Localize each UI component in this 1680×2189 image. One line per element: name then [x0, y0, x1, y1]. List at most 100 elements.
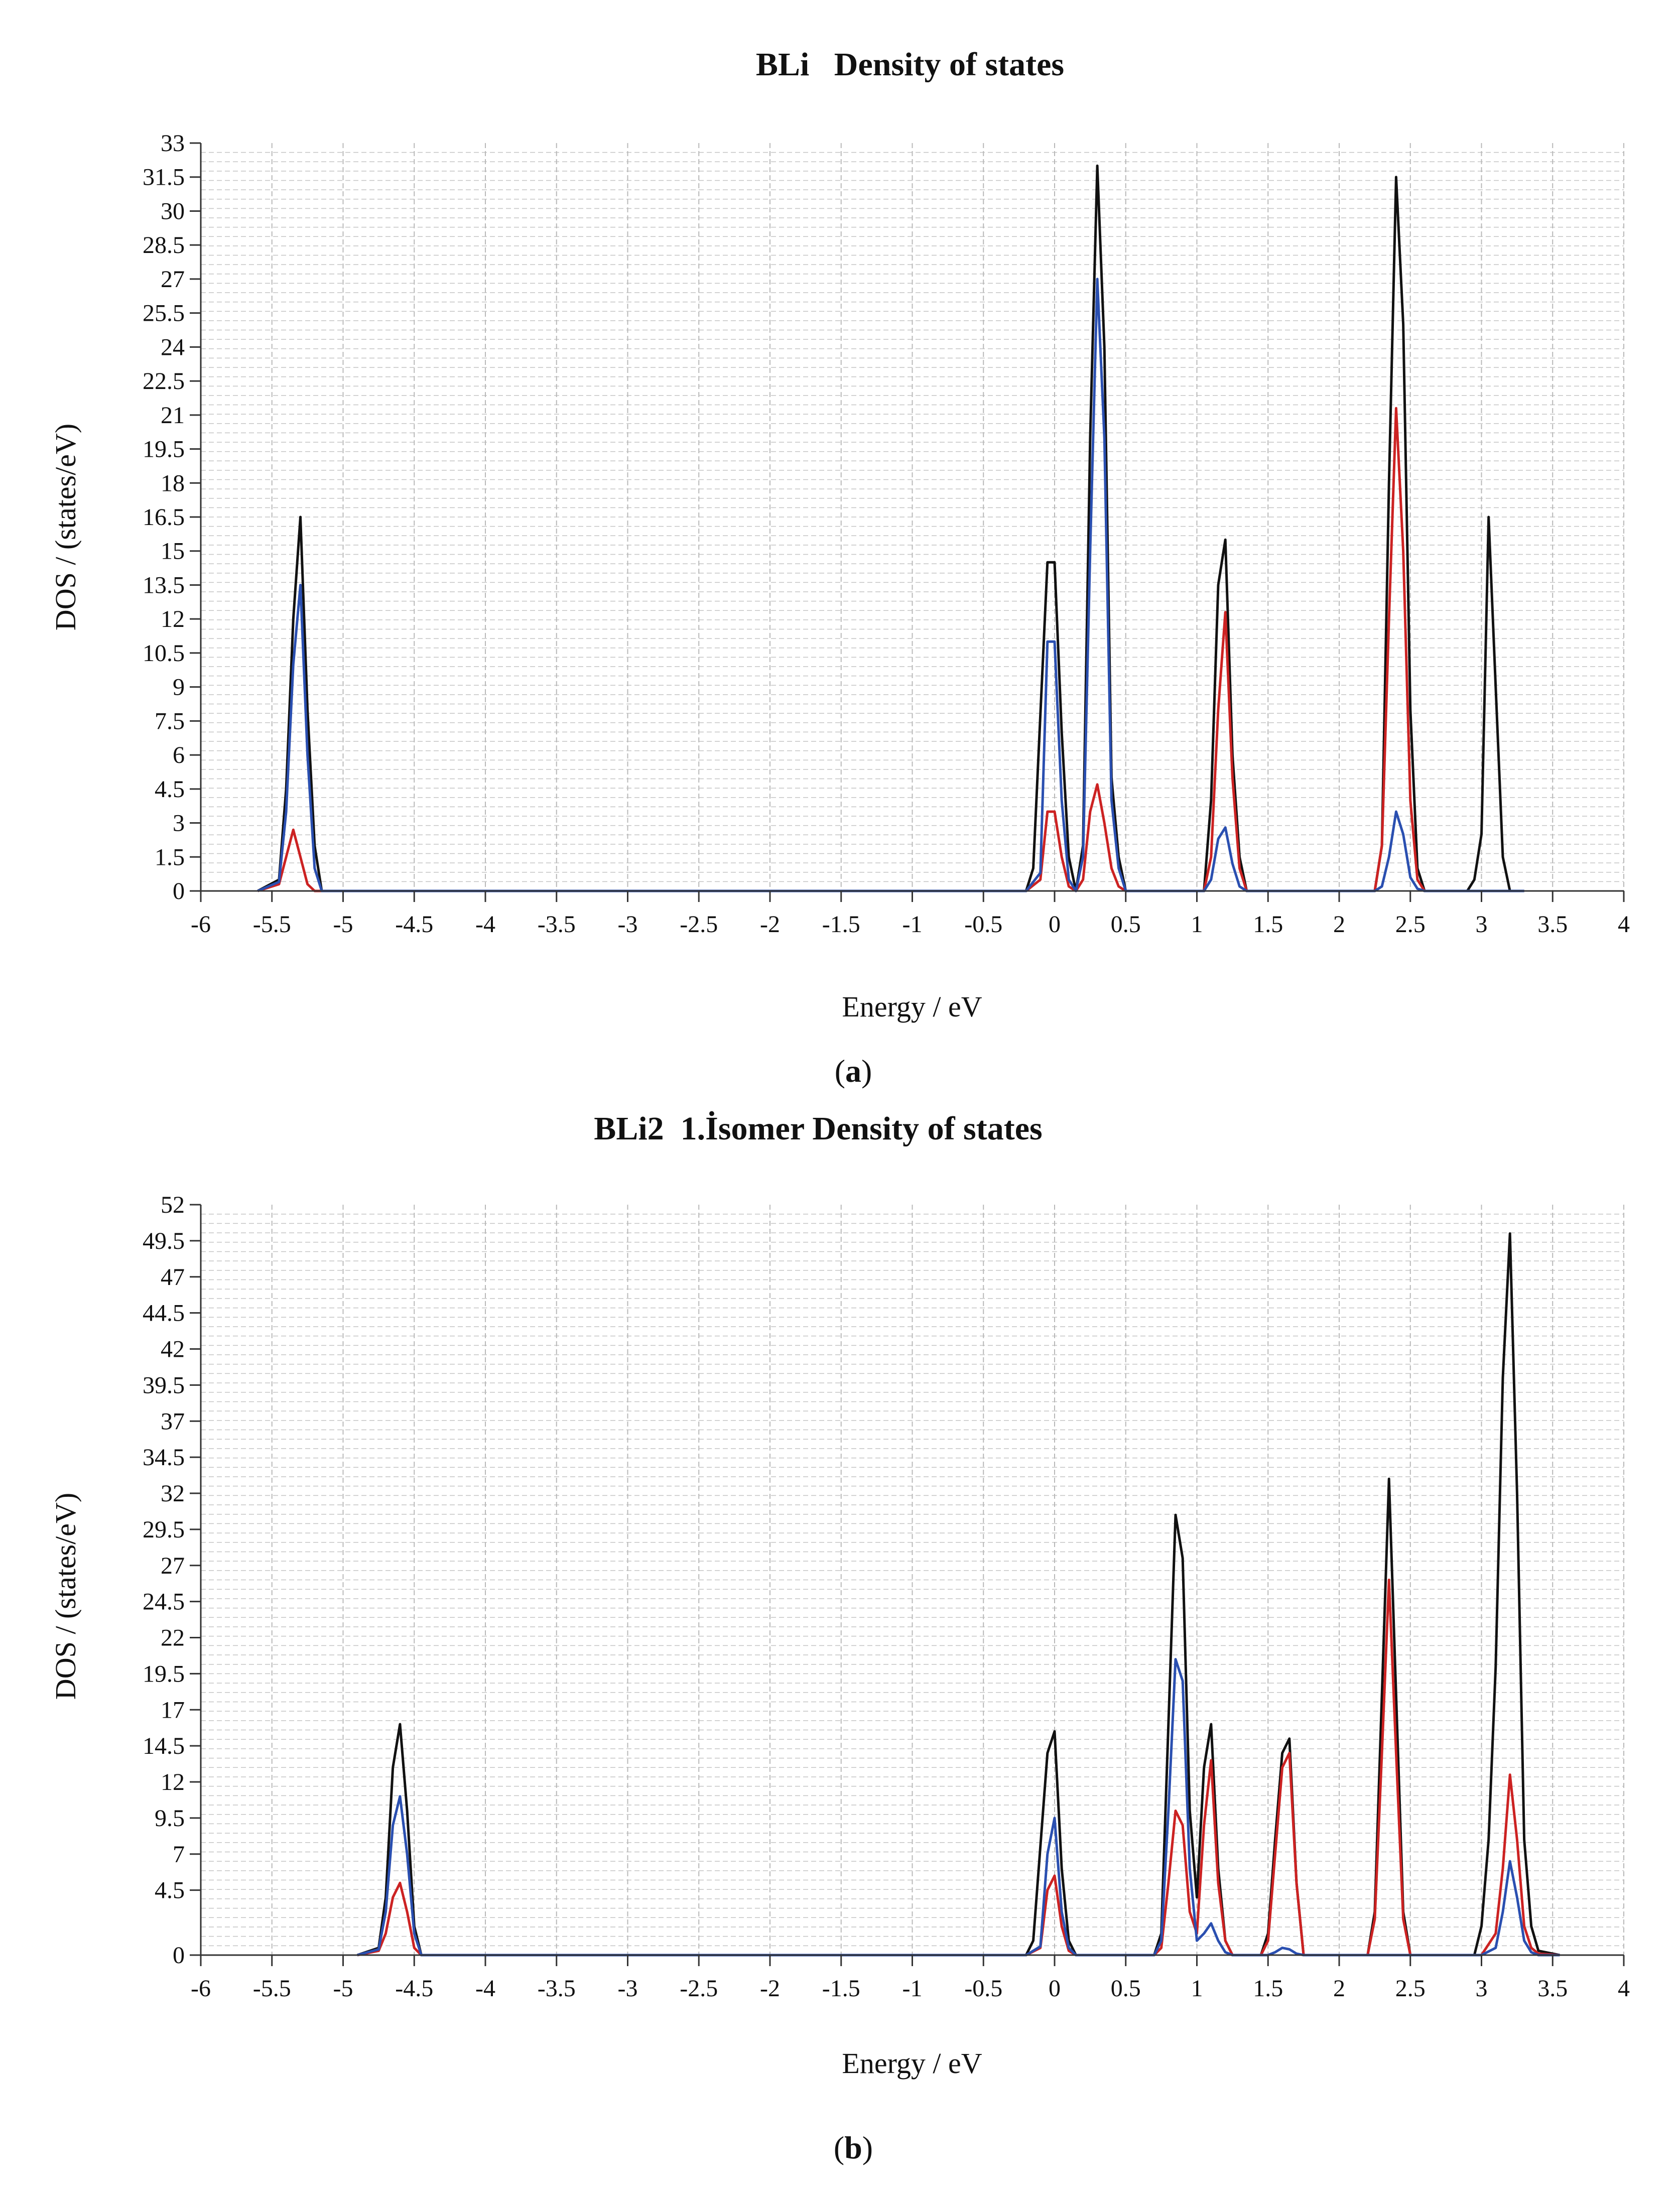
y-tick-label: 19.5 [143, 1660, 185, 1687]
x-tick-label: -2 [760, 1975, 780, 2002]
y-tick-label: 49.5 [143, 1228, 185, 1254]
caption-a: (a) [835, 1053, 872, 1089]
y-tick-label: 3 [173, 810, 185, 837]
y-tick-label: 10.5 [143, 640, 185, 667]
chart-b-svg: BLi2 1.İsomer Density of states -6 -5.5 -5… [49, 1110, 1630, 2165]
x-tick-label: -2 [760, 911, 780, 938]
y-tick-label: 21 [161, 402, 185, 429]
y-tick-label: 19.5 [143, 436, 185, 463]
chart-a-svg: BLi Density of states -6 -5.5 -5 -4.5 -4 -3.5… [49, 46, 1630, 1089]
grid [200, 143, 1624, 891]
y-tick-label: 32 [161, 1480, 185, 1507]
chart-title: BLi2 1.İsomer Density of states [594, 1110, 1042, 1147]
caption-open: ( [835, 1053, 845, 1089]
x-tick-label: -4 [475, 911, 495, 938]
x-tick-label: -3 [618, 911, 638, 938]
x-tick-label: 2.5 [1395, 1975, 1426, 2002]
y-tick-label: 29.5 [143, 1516, 185, 1543]
x-tick-label: 1.5 [1253, 911, 1283, 938]
x-tick-label: -4.5 [395, 911, 433, 938]
y-tick-label: 27 [161, 266, 185, 293]
x-tick-label: 0.5 [1111, 911, 1141, 938]
x-tick-label: -5.5 [253, 1975, 291, 2002]
y-tick-label: 0 [173, 1942, 185, 1969]
caption-close: ) [862, 2130, 873, 2165]
x-tick-label: -1 [902, 1975, 923, 2002]
x-ticks: -6 -5.5 -5 -4.5 -4 -3.5 -3 -2.5 -2 -1.5 -1 -0.5 0 0.5… [191, 891, 1630, 938]
y-tick-label: 34.5 [143, 1444, 185, 1471]
x-tick-label: -3 [618, 1975, 638, 2002]
x-tick-label: 2 [1333, 1975, 1345, 2002]
x-tick-label: -5.5 [253, 911, 291, 938]
y-tick-label: 7.5 [155, 708, 185, 734]
x-tick-label: 2.5 [1395, 911, 1426, 938]
y-tick-label: 33 [161, 130, 185, 157]
x-tick-label: -0.5 [964, 1975, 1002, 2002]
y-tick-label: 22.5 [143, 368, 185, 395]
y-ticks: 0 1.5 3 4.5 6 7.5 9 10.5 12 13.5 15 16.5 18 19.5 21 22.… [143, 130, 201, 905]
x-tick-label: 1.5 [1253, 1975, 1283, 2002]
x-tick-label: -0.5 [964, 911, 1002, 938]
y-tick-label: 18 [161, 470, 185, 496]
y-tick-label: 27 [161, 1553, 185, 1579]
y-tick-label: 0 [173, 878, 185, 905]
y-tick-label: 42 [161, 1336, 185, 1363]
series-line-total [257, 164, 1524, 892]
y-tick-label: 44.5 [143, 1300, 185, 1327]
x-tick-label: 0 [1049, 1975, 1061, 2002]
x-tick-label: 0 [1049, 911, 1061, 938]
y-tick-label: 6 [173, 742, 185, 768]
caption-close: ) [861, 1053, 872, 1089]
caption-b: (b) [834, 2130, 873, 2165]
caption-letter: b [844, 2130, 862, 2165]
x-tick-label: -1.5 [822, 1975, 860, 2002]
x-tick-label: -1 [902, 911, 923, 938]
y-axis-label: DOS / (states/eV) [49, 424, 82, 630]
x-tick-label: 0.5 [1111, 1975, 1141, 2002]
x-tick-label: 1 [1191, 911, 1203, 938]
y-tick-label: 9 [173, 674, 185, 701]
series-line-total [356, 1232, 1560, 1957]
y-tick-label: 39.5 [143, 1372, 185, 1398]
y-tick-label: 12 [161, 1769, 185, 1795]
y-tick-label: 47 [161, 1264, 185, 1291]
grid [200, 1205, 1624, 1955]
y-tick-label: 16.5 [143, 504, 185, 531]
x-tick-label: -4 [475, 1975, 495, 2002]
series-line-red [257, 407, 1524, 892]
y-tick-label: 12 [161, 606, 185, 632]
y-tick-label: 7 [173, 1841, 185, 1868]
x-tick-label: 4 [1618, 911, 1630, 938]
x-tick-label: -3.5 [538, 1975, 576, 2002]
x-axis-label: Energy / eV [842, 990, 982, 1023]
y-tick-label: 13.5 [143, 572, 185, 598]
x-tick-label: 3.5 [1537, 1975, 1568, 2002]
y-tick-label: 28.5 [143, 232, 185, 259]
y-tick-label: 15 [161, 538, 185, 565]
y-tick-label: 31.5 [143, 164, 185, 191]
x-tick-label: -4.5 [395, 1975, 433, 2002]
x-tick-label: -2.5 [680, 1975, 718, 2002]
x-tick-label: -6 [191, 911, 211, 938]
chart-panel-a: BLi Density of states -6 -5.5 -5 -4.5 -4 -3.5… [0, 0, 1680, 1094]
x-tick-label: 3 [1476, 1975, 1488, 2002]
y-tick-label: 30 [161, 198, 185, 224]
y-tick-label: 22 [161, 1625, 185, 1651]
x-axis-label: Energy / eV [842, 2047, 982, 2080]
y-tick-label: 9.5 [155, 1805, 185, 1832]
y-tick-label: 52 [161, 1192, 185, 1218]
x-tick-label: -6 [191, 1975, 211, 2002]
y-tick-label: 14.5 [143, 1733, 185, 1759]
series-lines [356, 1232, 1560, 1957]
y-tick-label: 25.5 [143, 300, 185, 327]
chart-title: BLi Density of states [756, 46, 1064, 83]
y-tick-label: 4.5 [155, 776, 185, 803]
y-axis-label: DOS / (states/eV) [49, 1493, 82, 1700]
x-tick-label: 4 [1618, 1975, 1630, 2002]
x-tick-label: 1 [1191, 1975, 1203, 2002]
y-tick-label: 1.5 [155, 844, 185, 870]
x-tick-label: -1.5 [822, 911, 860, 938]
caption-letter: a [845, 1053, 861, 1089]
series-line-blue [257, 278, 1524, 892]
x-tick-label: -2.5 [680, 911, 718, 938]
